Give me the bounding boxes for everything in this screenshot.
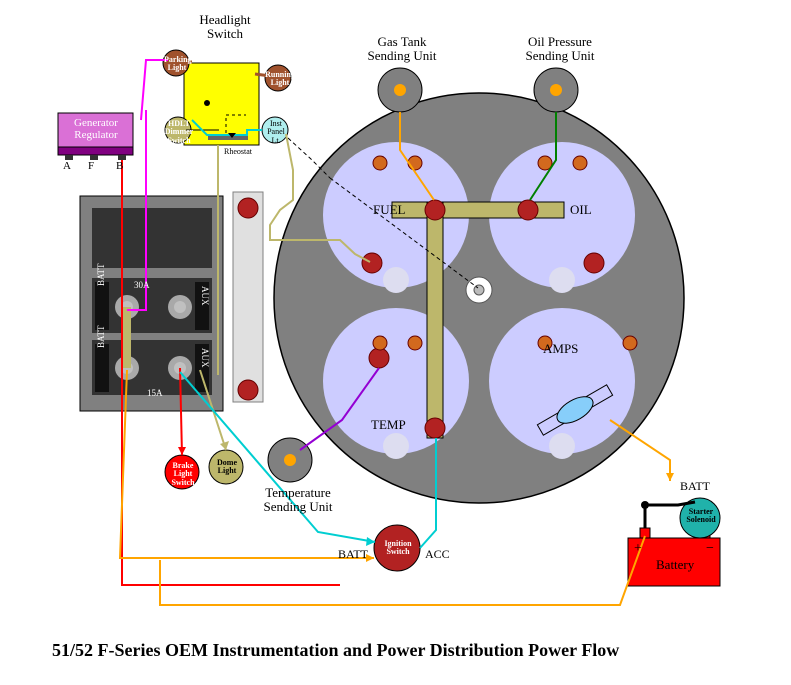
aux-1: AUX <box>200 286 210 306</box>
rheostat-label: Rheostat <box>218 148 258 156</box>
running-label: RunningLight <box>265 71 295 88</box>
diagram-title: 51/52 F-Series OEM Instrumentation and P… <box>52 640 619 661</box>
battery-plus: + <box>634 541 642 557</box>
brake-label: BrakeLightSwitch <box>168 462 198 487</box>
wiring-diagram-svg <box>0 0 791 685</box>
ign-batt: BATT <box>338 548 368 561</box>
instpanel-label: InstPanelLt. <box>262 120 290 145</box>
gas-unit-label: Gas TankSending Unit <box>367 35 437 64</box>
parking-label: ParkingLight <box>164 56 190 73</box>
solenoid-label: StarterSolenoid <box>684 508 718 525</box>
reg-term-A: A <box>63 160 71 172</box>
battery-label: Battery <box>656 557 694 573</box>
regulator-label: GeneratorRegulator <box>62 117 130 141</box>
temp-unit-label: TemperatureSending Unit <box>258 486 338 515</box>
reg-term-B: B <box>116 160 123 172</box>
connector-block-shape <box>233 192 263 402</box>
batt-2: BATT <box>96 326 106 349</box>
temp-gauge-label: TEMP <box>371 418 406 432</box>
hdlt-label: HDLTDimmerSwitch <box>164 120 194 145</box>
batt-1: BATT <box>96 264 106 287</box>
ign-acc: ACC <box>425 548 450 561</box>
fuse-30: 30A <box>134 280 150 290</box>
battery-minus: − <box>706 541 714 557</box>
amps-gauge-label: AMPS <box>543 342 578 356</box>
ignition-label: IgnitionSwitch <box>382 540 414 557</box>
headlight-switch-label: HeadlightSwitch <box>195 13 255 42</box>
oil-gauge-label: OIL <box>570 203 592 217</box>
oil-unit-label: Oil PressureSending Unit <box>520 35 600 64</box>
dash-cluster <box>274 93 684 503</box>
reg-term-F: F <box>88 160 94 172</box>
fuse-15: 15A <box>147 388 163 398</box>
aux-2: AUX <box>200 348 210 368</box>
solenoid-batt: BATT <box>680 480 710 493</box>
dome-label: DomeLight <box>213 459 241 476</box>
fuel-gauge-label: FUEL <box>373 203 406 217</box>
